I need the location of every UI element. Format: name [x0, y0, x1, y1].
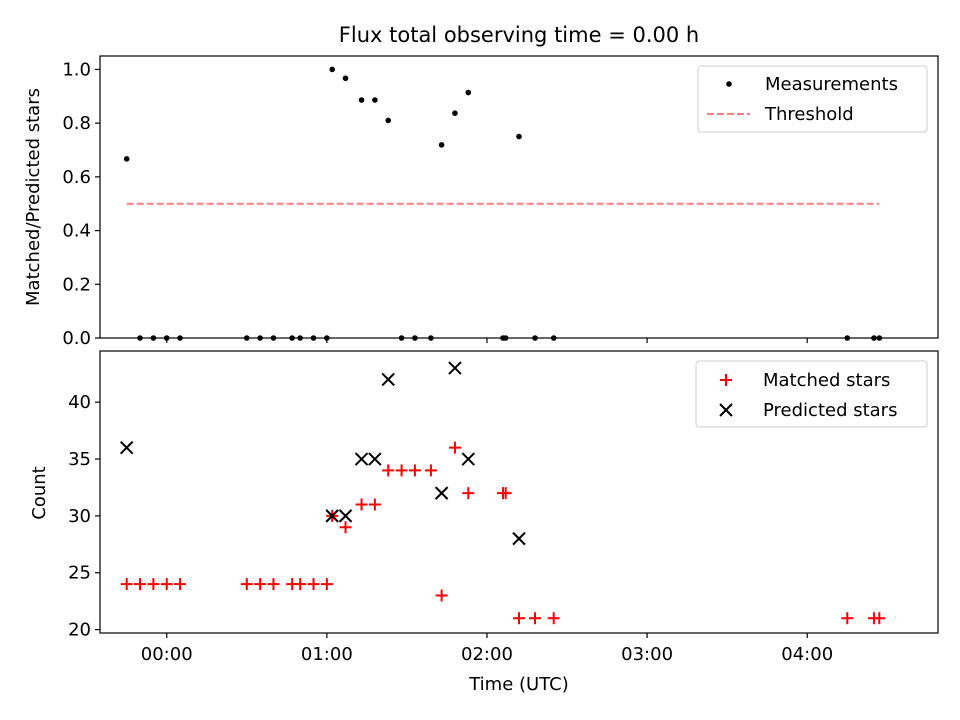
- measurement-point: [358, 97, 365, 103]
- bottom-axes: 20 25 30 35 40 00:00 01:00 02:00 03:00 04:00: [68, 392, 833, 665]
- bottom-legend: Matched stars Predicted stars: [695, 360, 928, 428]
- legend-measurements-marker: [726, 81, 732, 87]
- predicted-star-point: [461, 452, 476, 466]
- y-tick-label: 40: [68, 392, 91, 413]
- matched-star-point: [499, 487, 512, 500]
- y-tick-label: 0.2: [62, 274, 91, 295]
- matched-star-point: [395, 464, 408, 477]
- chart-title: Flux total observing time = 0.00 h: [339, 23, 699, 47]
- matched-star-point: [160, 578, 173, 591]
- matched-star-point: [547, 612, 560, 625]
- bottom-legend-box: [695, 360, 928, 428]
- predicted-star-point: [325, 509, 339, 523]
- matched-star-point: [254, 578, 267, 591]
- matched-star-point: [408, 464, 421, 477]
- matched-star-point: [320, 578, 333, 591]
- x-axis-label: Time (UTC): [468, 674, 569, 695]
- matched-star-point: [174, 578, 187, 591]
- matched-star-point: [339, 521, 352, 534]
- measurement-point: [516, 133, 522, 140]
- x-tick-label: 01:00: [301, 644, 353, 665]
- y-tick-label: 30: [68, 506, 91, 527]
- predicted-star-point: [448, 361, 462, 375]
- measurement-point: [452, 110, 458, 117]
- predicted-star-point: [119, 440, 134, 455]
- legend-matched-label: Matched stars: [763, 370, 890, 391]
- matched-star-point: [307, 578, 320, 591]
- top-panel: Flux total observing time = 0.00 h 0.00.…: [23, 23, 939, 349]
- matched-star-point: [382, 464, 395, 477]
- matched-star-point: [448, 441, 461, 454]
- predicted-star-point: [354, 452, 369, 466]
- x-tick-label: 02:00: [461, 644, 513, 665]
- y-tick-label: 0.8: [62, 113, 91, 134]
- top-legend: Measurements Threshold: [697, 65, 928, 133]
- matched-star-point: [424, 464, 437, 477]
- legend-threshold-label: Threshold: [764, 104, 854, 125]
- measurement-point: [329, 66, 335, 73]
- x-tick-label: 00:00: [141, 644, 193, 665]
- predicted-star-point: [368, 452, 382, 466]
- bottom-y-axis-label: Count: [29, 466, 50, 519]
- x-tick-label: 03:00: [621, 644, 673, 665]
- measurement-point: [438, 142, 445, 148]
- matched-star-point: [267, 578, 280, 591]
- measurement-point: [465, 89, 472, 96]
- matched-star-point: [513, 612, 525, 625]
- measurement-point: [342, 75, 349, 82]
- matched-star-point: [120, 578, 133, 591]
- predicted-star-point: [338, 509, 353, 523]
- y-tick-label: 20: [68, 620, 91, 641]
- matched-star-point: [873, 612, 886, 625]
- matched-star-point: [529, 612, 542, 625]
- bottom-axes-frame: [99, 350, 939, 634]
- bottom-panel: 20 25 30 35 40 00:00 01:00 02:00 03:00 04:00 Coun…: [29, 350, 939, 695]
- matched-star-point: [368, 498, 381, 511]
- y-tick-label: 25: [68, 563, 91, 584]
- legend-matched-marker: [720, 374, 732, 386]
- matched-star-point: [355, 498, 368, 511]
- y-tick-label: 0.6: [62, 167, 91, 188]
- matched-star-point: [147, 578, 160, 591]
- legend-predicted-marker: [719, 403, 733, 417]
- bottom-series-layer: [119, 361, 886, 625]
- predicted-star-point: [381, 372, 395, 387]
- top-y-axis-label: Matched/Predicted stars: [23, 88, 44, 306]
- top-axes: 0.0 0.2 0.4 0.6 0.8 1.0: [62, 59, 808, 349]
- matched-star-point: [462, 487, 475, 500]
- x-tick-label: 04:00: [781, 644, 833, 665]
- y-tick-label: 35: [68, 449, 91, 470]
- y-tick-label: 0.0: [62, 328, 91, 349]
- predicted-star-point: [434, 486, 449, 500]
- matched-star-point: [435, 589, 448, 602]
- measurement-point: [372, 97, 378, 103]
- top-legend-box: [697, 65, 928, 133]
- matched-star-point: [841, 612, 854, 625]
- measurement-point: [123, 156, 130, 162]
- y-tick-label: 1.0: [62, 59, 91, 80]
- matched-star-point: [240, 578, 253, 591]
- legend-measurements-label: Measurements: [765, 74, 898, 95]
- matched-star-point: [294, 578, 307, 591]
- matched-star-point: [134, 578, 147, 591]
- legend-predicted-label: Predicted stars: [763, 400, 897, 421]
- measurement-point: [385, 117, 392, 124]
- predicted-star-point: [512, 531, 526, 546]
- top-axes-frame: [99, 55, 939, 339]
- y-tick-label: 0.4: [62, 221, 91, 242]
